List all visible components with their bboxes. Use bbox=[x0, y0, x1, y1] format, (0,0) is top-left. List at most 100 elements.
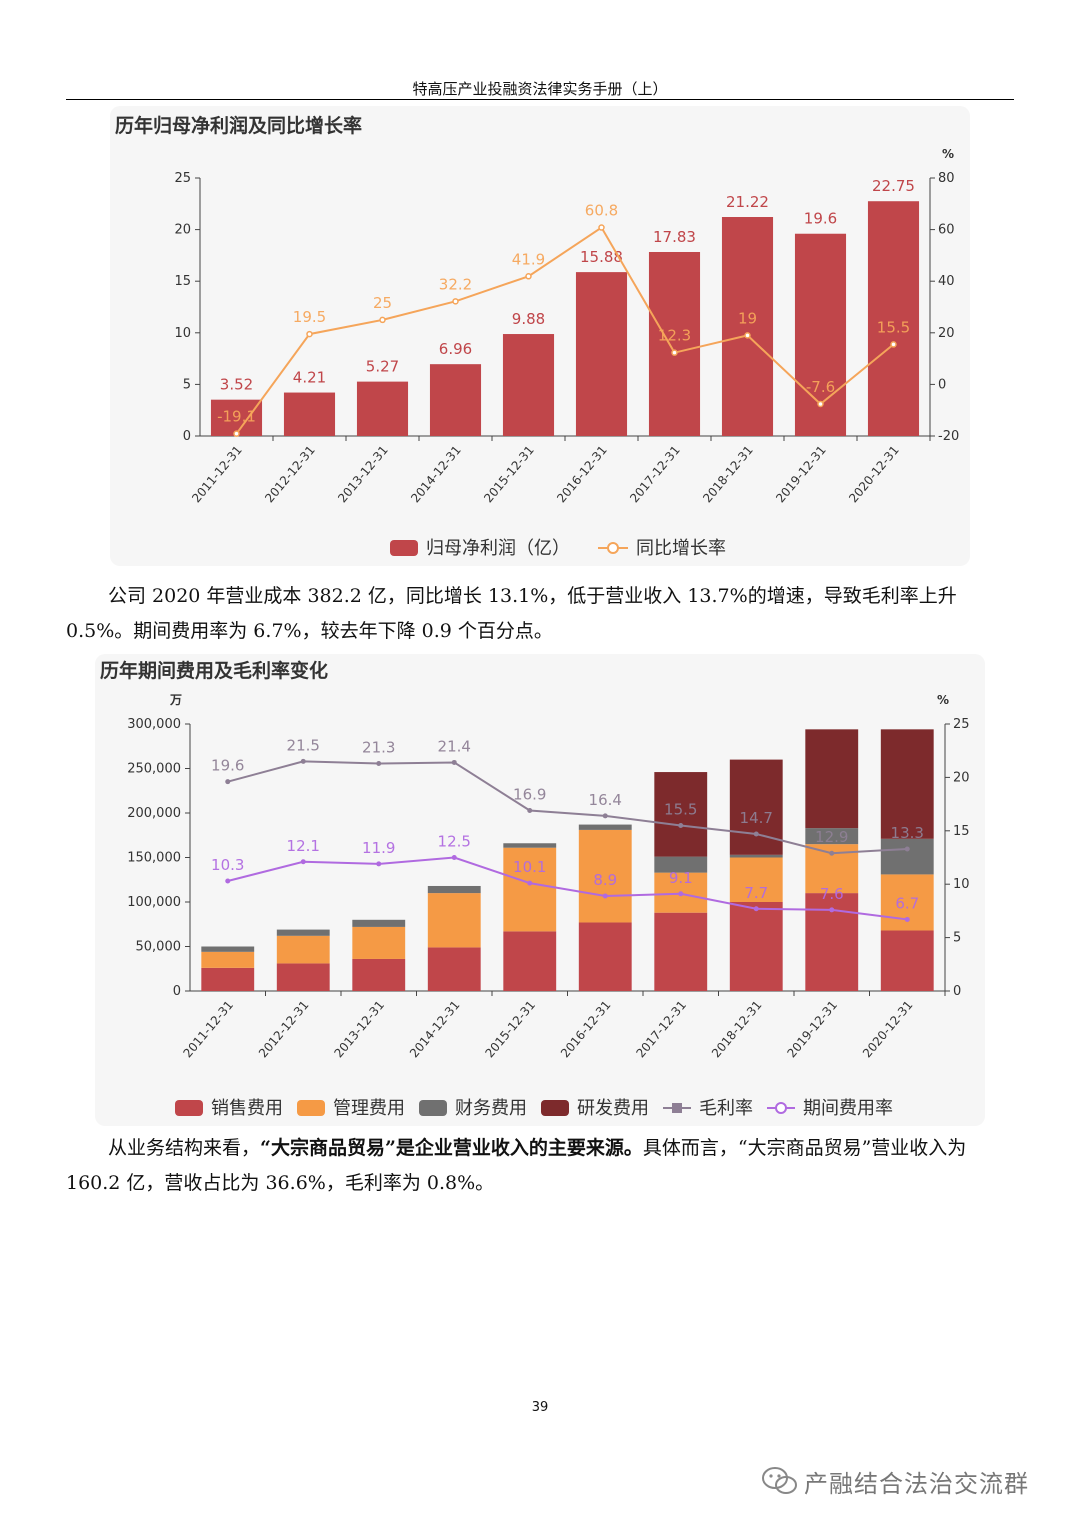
legend-line-label: 同比增长率 bbox=[636, 538, 726, 559]
expense-bar-segment bbox=[805, 729, 859, 829]
growth-point bbox=[379, 316, 386, 324]
rate-point bbox=[753, 906, 759, 912]
right-tick-label: 20 bbox=[938, 326, 955, 341]
profit-bar bbox=[429, 364, 482, 436]
rate-label: 21.3 bbox=[362, 739, 395, 757]
rate-point bbox=[678, 891, 684, 897]
left-tick-label: 150,000 bbox=[127, 851, 181, 866]
wechat-icon bbox=[762, 1467, 797, 1494]
x-tick-label: 2013-12-31 bbox=[331, 998, 387, 1060]
expense-bar-segment bbox=[578, 829, 632, 923]
growth-label: -7.6 bbox=[806, 378, 835, 396]
profit-bar-label: 19.6 bbox=[804, 210, 837, 228]
legend-bar-label: 归母净利润（亿） bbox=[426, 538, 570, 559]
profit-bar-label: 22.75 bbox=[872, 177, 915, 195]
expense-bar-segment bbox=[729, 857, 783, 902]
expense-bar-segment bbox=[427, 893, 481, 948]
left-tick-label: 20 bbox=[174, 223, 191, 238]
growth-label: 19 bbox=[738, 309, 757, 327]
growth-point bbox=[817, 400, 824, 408]
left-tick-label: 100,000 bbox=[127, 895, 181, 910]
rate-label: 12.5 bbox=[438, 833, 471, 851]
x-tick-label: 2011-12-31 bbox=[189, 443, 245, 505]
expense-bar-segment bbox=[276, 963, 330, 991]
x-tick-label: 2016-12-31 bbox=[558, 998, 614, 1060]
right-tick-label: 0 bbox=[938, 377, 946, 392]
x-tick-label: 2013-12-31 bbox=[335, 443, 391, 505]
profit-bar bbox=[575, 272, 628, 436]
rate-line bbox=[227, 856, 908, 921]
rate-point bbox=[451, 759, 457, 765]
x-tick-label: 2020-12-31 bbox=[846, 443, 902, 505]
legend-swatch bbox=[297, 1100, 325, 1116]
right-axis-unit: % bbox=[937, 693, 949, 707]
paragraph-business-part1: 从业务结构来看， bbox=[108, 1137, 261, 1159]
rate-label: 11.9 bbox=[362, 839, 395, 857]
rate-label: 21.4 bbox=[438, 737, 471, 755]
rate-label: 7.7 bbox=[744, 884, 768, 902]
expense-bar-segment bbox=[805, 828, 859, 845]
legend-swatch bbox=[541, 1100, 569, 1116]
right-tick-label: 10 bbox=[953, 877, 970, 892]
profit-bar bbox=[648, 251, 701, 436]
expense-bar-segment bbox=[880, 930, 934, 991]
left-tick-label: 10 bbox=[174, 326, 191, 341]
left-tick-label: 300,000 bbox=[127, 717, 181, 732]
x-tick-label: 2011-12-31 bbox=[180, 998, 236, 1060]
right-tick-label: 5 bbox=[953, 931, 961, 946]
chart-title: 历年期间费用及毛利率变化 bbox=[100, 659, 328, 682]
rate-label: 19.6 bbox=[211, 757, 244, 775]
rate-label: 21.5 bbox=[287, 736, 320, 754]
left-tick-label: 250,000 bbox=[127, 762, 181, 777]
legend-label: 销售费用 bbox=[211, 1098, 283, 1119]
rate-point bbox=[300, 758, 306, 764]
growth-point bbox=[598, 224, 605, 231]
rate-point bbox=[602, 813, 608, 819]
paragraph-business: 从业务结构来看，“大宗商品贸易”是企业营业收入的主要来源。具体而言，“大宗商品贸… bbox=[66, 1131, 1016, 1201]
growth-label: 15.5 bbox=[877, 318, 910, 336]
legend-line-marker bbox=[607, 542, 619, 554]
profit-bar-label: 21.22 bbox=[726, 193, 769, 211]
expense-bar-segment bbox=[729, 759, 783, 855]
net-profit-chart: 历年归母净利润及同比增长率% 0 5 10 15 20 25 -20 0 20 40 60 80 2011… bbox=[110, 106, 970, 566]
expense-bar-segment bbox=[427, 947, 481, 991]
profit-bar bbox=[867, 201, 920, 436]
net-profit-chart-svg: 历年归母净利润及同比增长率% 0 5 10 15 20 25 -20 0 20 40 60 80 2011… bbox=[115, 114, 959, 559]
right-tick-label: 40 bbox=[938, 274, 955, 289]
paragraph-business-bold: “大宗商品贸易”是企业营业收入的主要来源。 bbox=[260, 1137, 643, 1159]
x-tick-label: 2020-12-31 bbox=[860, 998, 916, 1060]
growth-label: 60.8 bbox=[585, 202, 618, 220]
paragraph-business-part2: 具体而言，“大宗商品贸易”营业收入为 160.2 亿，营收占比为 36.6%，毛… bbox=[66, 1137, 967, 1194]
profit-bar-label: 15.88 bbox=[580, 248, 623, 266]
profit-bar-label: 3.52 bbox=[220, 376, 253, 394]
left-tick-label: 0 bbox=[183, 429, 191, 444]
expense-bar-segment bbox=[201, 946, 255, 952]
growth-point bbox=[233, 430, 240, 437]
x-tick-label: 2015-12-31 bbox=[481, 443, 537, 505]
rate-label: 9.1 bbox=[669, 869, 693, 887]
growth-point bbox=[890, 341, 897, 348]
profit-bar-label: 5.27 bbox=[366, 358, 399, 376]
left-tick-label: 50,000 bbox=[136, 940, 182, 955]
x-tick-label: 2018-12-31 bbox=[709, 998, 765, 1060]
right-tick-label: 25 bbox=[953, 717, 970, 732]
right-tick-label: 80 bbox=[938, 171, 955, 186]
expense-bar-segment bbox=[578, 824, 632, 830]
paragraph-cost: 公司 2020 年营业成本 382.2 亿，同比增长 13.1%，低于营业收入 … bbox=[66, 585, 957, 642]
profit-bar-label: 6.96 bbox=[439, 340, 472, 358]
rate-label: 6.7 bbox=[895, 894, 919, 912]
rate-point bbox=[602, 893, 608, 899]
profit-bar bbox=[356, 381, 409, 436]
rate-point bbox=[829, 850, 835, 856]
rate-label: 16.4 bbox=[589, 791, 622, 809]
legend-marker bbox=[672, 1103, 682, 1113]
rate-point bbox=[829, 907, 835, 913]
expense-bar-segment bbox=[427, 885, 481, 894]
profit-bar bbox=[210, 399, 263, 436]
watermark-text: 产融结合法治交流群 bbox=[804, 1470, 1029, 1498]
expense-bar-segment bbox=[352, 919, 406, 927]
right-tick-label: 20 bbox=[953, 770, 970, 785]
rate-point bbox=[300, 859, 306, 865]
x-tick-label: 2017-12-31 bbox=[627, 443, 683, 505]
rate-label: 7.6 bbox=[820, 885, 844, 903]
